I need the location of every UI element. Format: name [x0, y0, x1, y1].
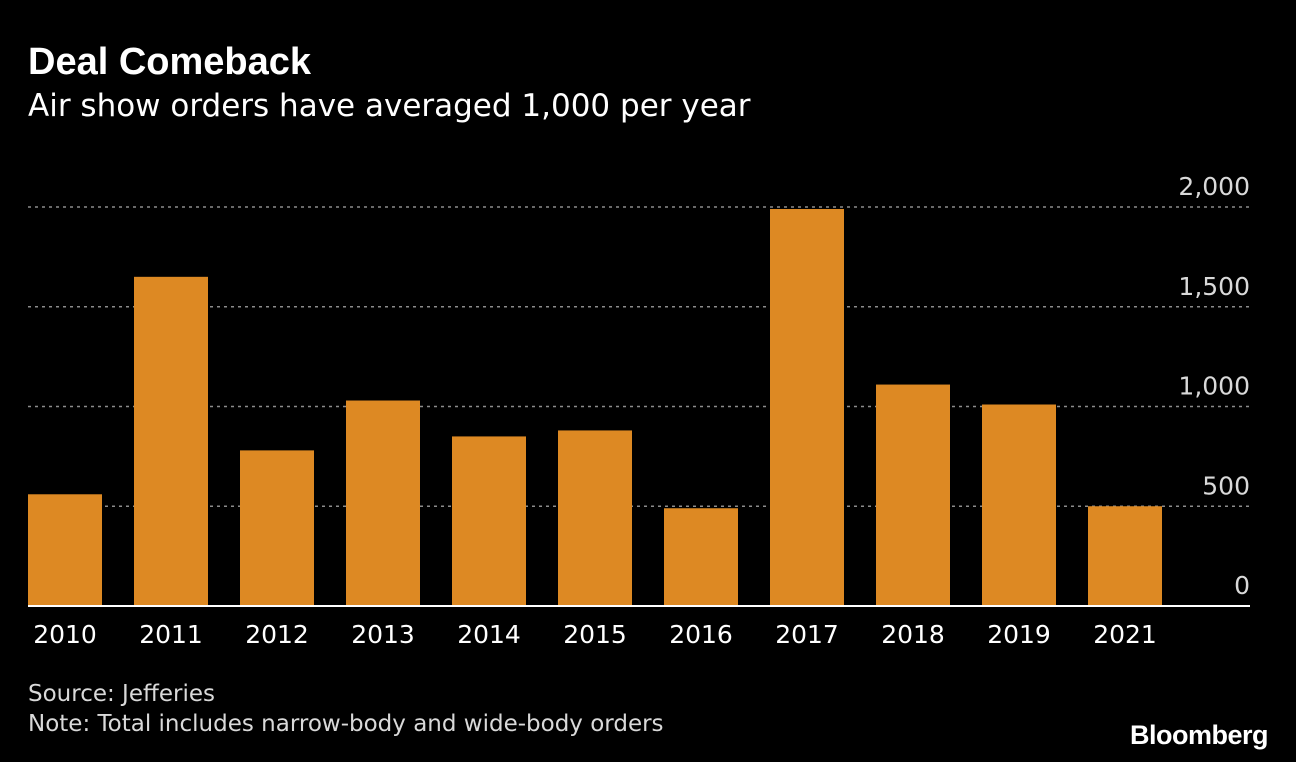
y-tick-label: 0: [1234, 571, 1250, 600]
x-tick-label: 2013: [351, 620, 415, 649]
x-tick-label: 2017: [775, 620, 839, 649]
y-tick-label: 2,000: [1178, 172, 1250, 201]
x-tick-label: 2018: [881, 620, 945, 649]
footnote: Note: Total includes narrow-body and wid…: [28, 711, 664, 737]
x-axis-ticks: 2010 2011 2012 2013 2014 2015 2016 2017 2018 2019…: [33, 620, 1157, 649]
bloomberg-logo: Bloomberg: [1129, 720, 1269, 750]
y-tick-label: 1,000: [1178, 372, 1250, 401]
y-tick-label: 1,500: [1178, 272, 1250, 301]
x-tick-label: 2021: [1093, 620, 1157, 649]
bar-2013: [346, 400, 420, 606]
bar-2010: [28, 494, 102, 606]
x-tick-label: 2014: [457, 620, 521, 649]
y-tick-label: 500: [1202, 471, 1250, 500]
bar-2017: [770, 208, 844, 606]
bar-2016: [664, 508, 738, 606]
x-tick-label: 2010: [33, 620, 97, 649]
bar-2014: [452, 436, 526, 606]
bars: [28, 208, 1162, 606]
chart-subtitle: Air show orders have averaged 1,000 per …: [28, 88, 751, 124]
x-tick-label: 2016: [669, 620, 733, 649]
bar-2015: [558, 430, 632, 606]
x-tick-label: 2012: [245, 620, 309, 649]
chart-title: Deal Comeback: [28, 41, 312, 83]
bar-2019: [982, 404, 1056, 606]
x-tick-label: 2015: [563, 620, 627, 649]
source-note: Source: Jefferies: [28, 681, 215, 707]
bar-2018: [876, 384, 950, 606]
x-tick-label: 2019: [987, 620, 1051, 649]
gridlines: [28, 206, 1250, 507]
x-tick-label: 2011: [139, 620, 203, 649]
bar-2012: [240, 450, 314, 606]
y-axis-ticks: 0 500 1,000 1,500 2,000: [1178, 172, 1250, 600]
bar-2021: [1088, 506, 1162, 606]
bar-2011: [134, 276, 208, 606]
